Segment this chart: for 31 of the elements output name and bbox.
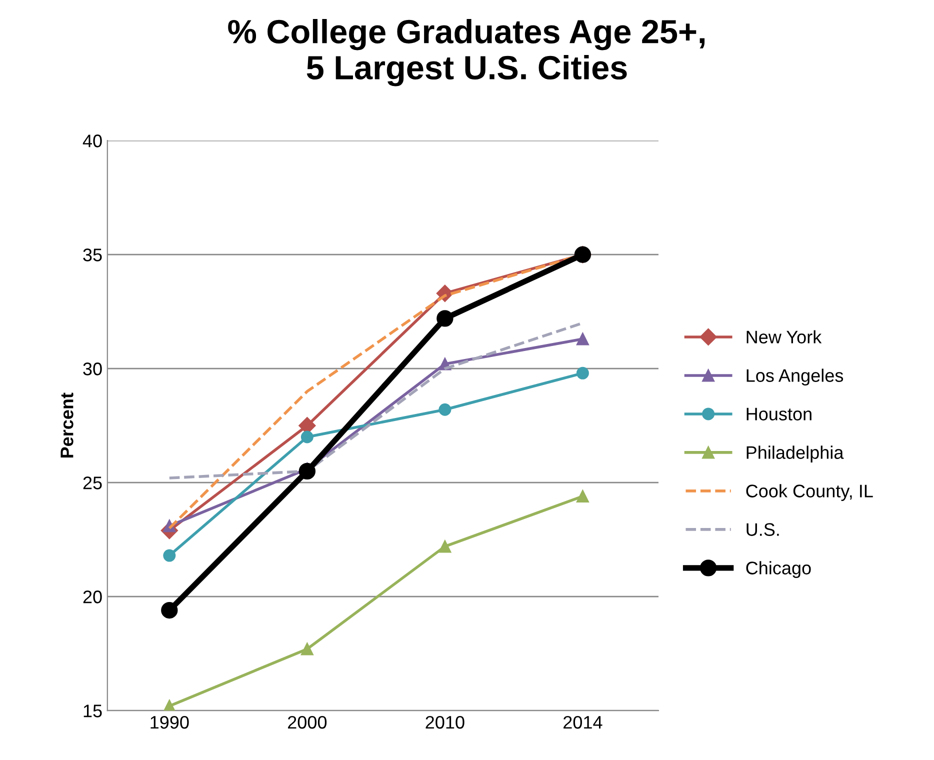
legend-label: Los Angeles bbox=[746, 368, 844, 386]
legend-label: Houston bbox=[746, 408, 812, 420]
point bbox=[300, 642, 314, 656]
point bbox=[438, 540, 452, 553]
point bbox=[438, 403, 452, 416]
point bbox=[300, 430, 314, 444]
x-tick-label: 2000 bbox=[288, 716, 327, 729]
legend-label: Philadelphia bbox=[746, 446, 844, 463]
point bbox=[163, 700, 176, 711]
point bbox=[576, 366, 589, 380]
legend-label: New York bbox=[746, 330, 822, 344]
y-axis-title: Percent bbox=[60, 392, 74, 458]
point bbox=[576, 332, 589, 346]
y-tick-label: 35 bbox=[83, 248, 102, 262]
x-tick-label: 2010 bbox=[426, 716, 464, 729]
point bbox=[298, 462, 316, 480]
y-tick-label: 20 bbox=[83, 590, 102, 604]
point bbox=[161, 602, 178, 619]
y-tick-label: 15 bbox=[84, 704, 102, 718]
x-tick-label: 1990 bbox=[150, 716, 189, 729]
y-tick-label: 40 bbox=[82, 134, 102, 148]
point bbox=[576, 490, 589, 503]
point bbox=[436, 310, 454, 327]
point bbox=[163, 549, 176, 562]
x-tick-label: 2014 bbox=[564, 716, 602, 729]
legend-label: Chicago bbox=[746, 561, 811, 578]
chart-title: % College Graduates Age 25+, 5 Largest U.S. Cities bbox=[228, 19, 705, 86]
legend-label: U.S. bbox=[746, 523, 779, 536]
y-tick-label: 30 bbox=[83, 362, 102, 376]
legend-label: Cook County, IL bbox=[746, 484, 873, 502]
y-tick-label: 25 bbox=[83, 476, 102, 490]
